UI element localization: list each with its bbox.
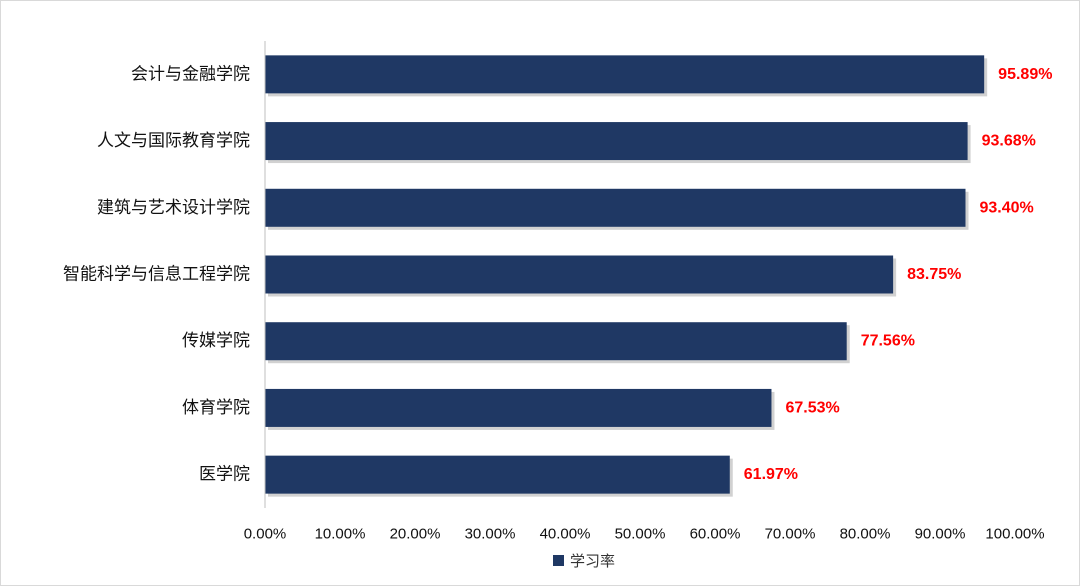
- category-label: 医学院: [199, 465, 250, 485]
- value-label: 67.53%: [785, 399, 839, 416]
- category-labels: 会计与金融学院人文与国际教育学院建筑与艺术设计学院智能科学与信息工程学院传媒学院…: [63, 64, 250, 484]
- legend-swatch: [553, 555, 564, 566]
- value-labels: 95.89% 93.68% 93.40% 83.75% 77.56% 67.53% 61.9…: [744, 66, 1053, 483]
- x-tick-label: 60.00%: [690, 526, 741, 543]
- x-tick-label: 40.00%: [540, 526, 591, 543]
- legend: 学习率: [553, 552, 615, 570]
- x-tick-label: 10.00%: [315, 526, 366, 543]
- x-tick-label: 90.00%: [915, 526, 966, 543]
- value-label: 61.97%: [744, 466, 798, 483]
- category-label: 人文与国际教育学院: [97, 131, 250, 151]
- x-tick-label: 30.00%: [465, 526, 516, 543]
- bar: [265, 188, 966, 227]
- value-label: 95.89%: [998, 66, 1052, 83]
- category-label: 体育学院: [182, 398, 250, 418]
- bar: [265, 255, 894, 294]
- bars-group: [265, 55, 988, 497]
- category-label: 建筑与艺术设计学院: [97, 198, 250, 218]
- bar: [265, 122, 968, 161]
- value-label: 93.68%: [982, 133, 1036, 150]
- value-label: 77.56%: [861, 333, 915, 350]
- value-label: 93.40%: [980, 199, 1034, 216]
- category-label: 传媒学院: [182, 331, 250, 351]
- x-tick-label: 80.00%: [840, 526, 891, 543]
- x-tick-labels: 0.00% 10.00% 20.00% 30.00% 40.00% 50.00% 60.00…: [244, 526, 1045, 543]
- x-tick-label: 70.00%: [765, 526, 816, 543]
- bar: [265, 322, 847, 361]
- x-tick-label: 20.00%: [390, 526, 441, 543]
- category-label: 智能科学与信息工程学院: [63, 265, 250, 285]
- bar: [265, 455, 730, 494]
- legend-label: 学习率: [570, 552, 615, 570]
- value-label: 83.75%: [907, 266, 961, 283]
- bar: [265, 388, 772, 427]
- bar: [265, 55, 985, 94]
- x-tick-label: 100.00%: [985, 526, 1044, 543]
- x-tick-label: 50.00%: [615, 526, 666, 543]
- x-tick-label: 0.00%: [244, 526, 287, 543]
- category-label: 会计与金融学院: [131, 64, 250, 84]
